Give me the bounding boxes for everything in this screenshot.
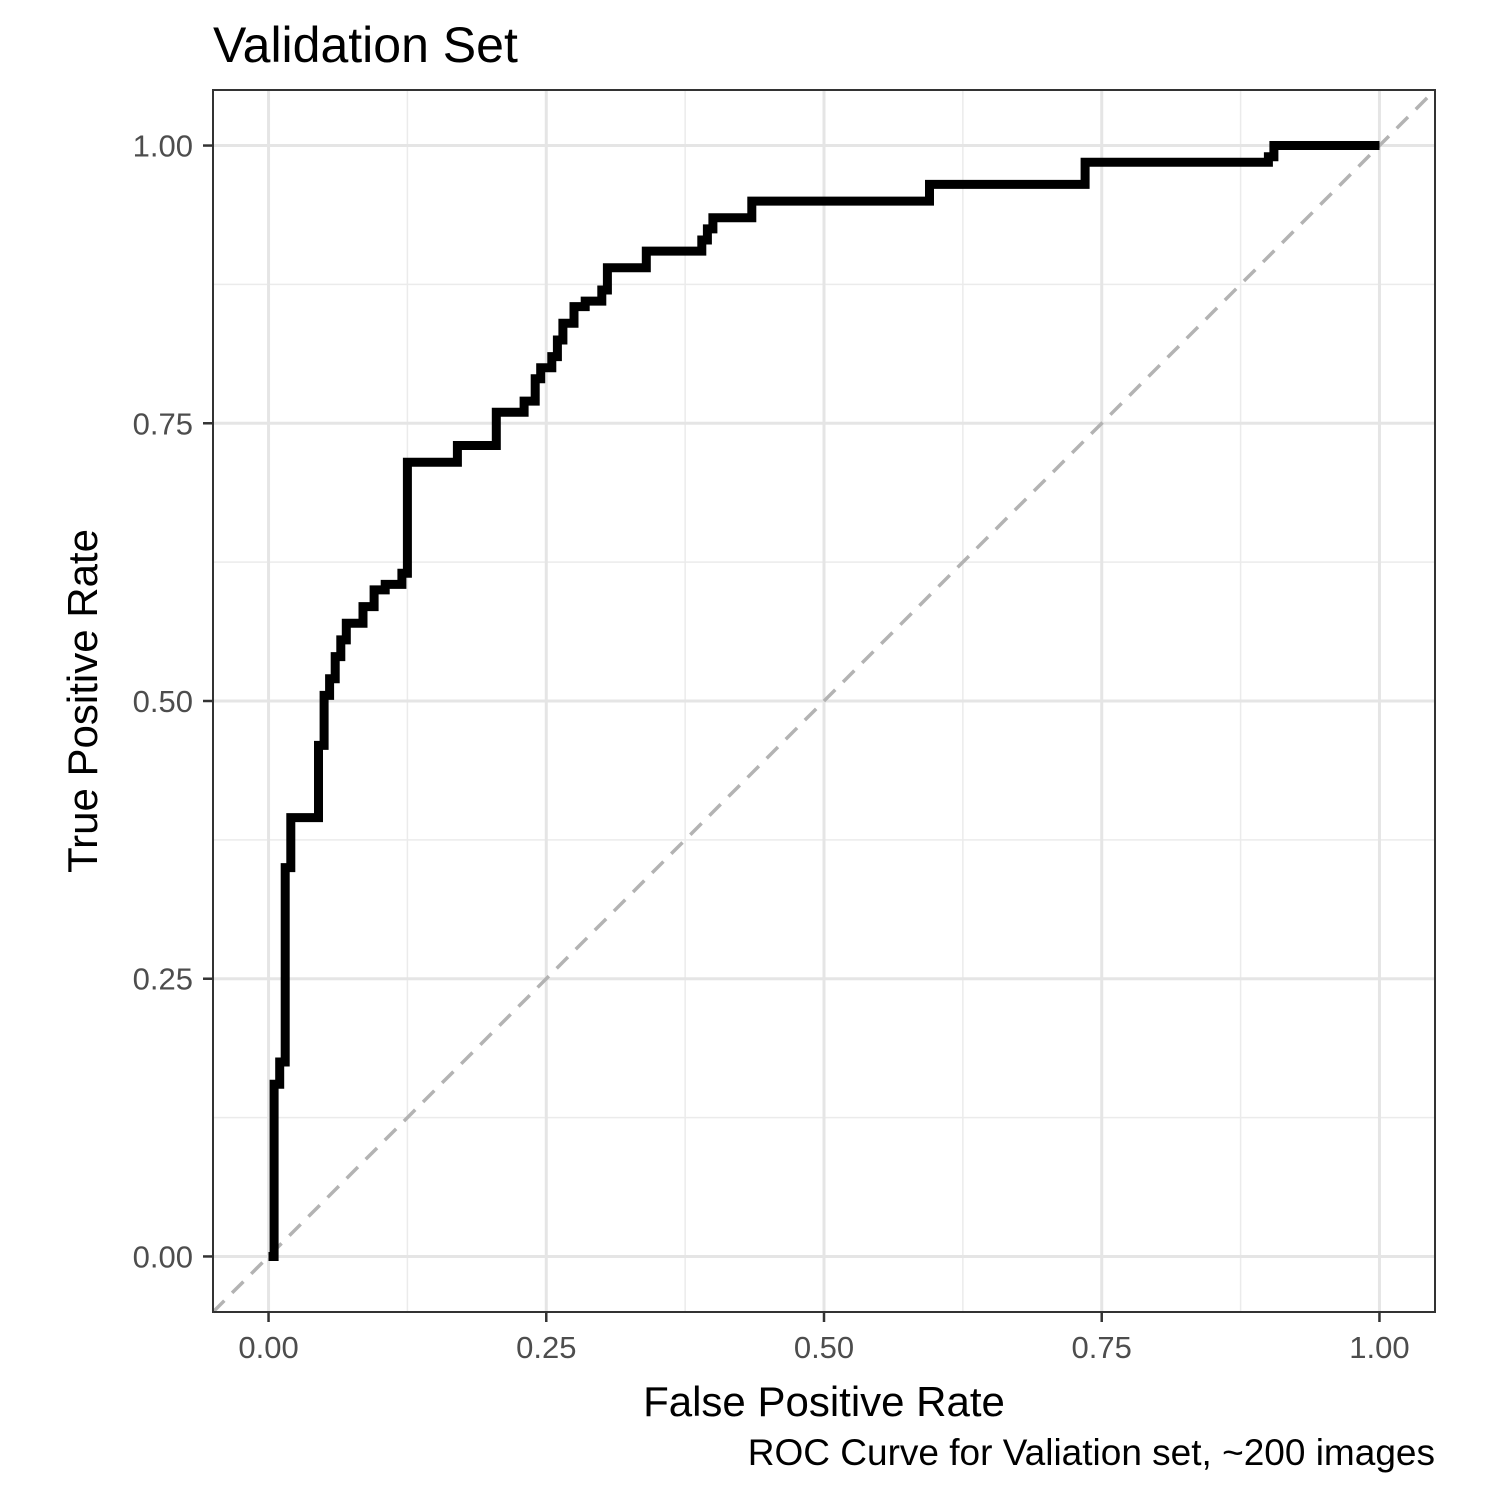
chart-title: Validation Set — [213, 17, 518, 73]
x-tick-label: 0.00 — [238, 1330, 298, 1365]
x-tick-label: 0.75 — [1072, 1330, 1132, 1365]
y-axis-title: True Positive Rate — [59, 529, 106, 873]
y-tick-label: 0.25 — [133, 962, 193, 997]
roc-curve-line — [268, 141, 1380, 1261]
x-tick-label: 0.50 — [794, 1330, 854, 1365]
x-axis-ticks: 0.00 0.25 0.50 0.75 1.00 — [238, 1312, 1410, 1365]
x-axis-title: False Positive Rate — [643, 1378, 1005, 1425]
x-tick-label: 1.00 — [1349, 1330, 1409, 1365]
y-tick-label: 1.00 — [133, 129, 193, 164]
y-tick-label: 0.50 — [133, 684, 193, 719]
y-tick-label: 0.00 — [133, 1239, 193, 1274]
y-tick-label: 0.75 — [133, 406, 193, 441]
x-tick-label: 0.25 — [516, 1330, 576, 1365]
chart-caption: ROC Curve for Valiation set, ~200 images — [748, 1432, 1435, 1473]
y-axis-ticks: 0.00 0.25 0.50 0.75 1.00 — [133, 129, 213, 1274]
plot-panel — [211, 88, 1437, 1314]
diagonal-reference-line — [211, 88, 1437, 1314]
